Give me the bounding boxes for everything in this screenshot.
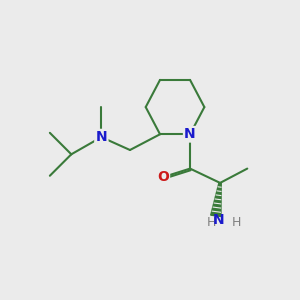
Text: O: O	[157, 170, 169, 184]
Text: N: N	[95, 130, 107, 144]
Polygon shape	[211, 183, 221, 217]
Text: H: H	[232, 217, 241, 230]
Text: H: H	[206, 217, 216, 230]
Text: N: N	[213, 213, 224, 227]
Text: N: N	[184, 127, 196, 141]
